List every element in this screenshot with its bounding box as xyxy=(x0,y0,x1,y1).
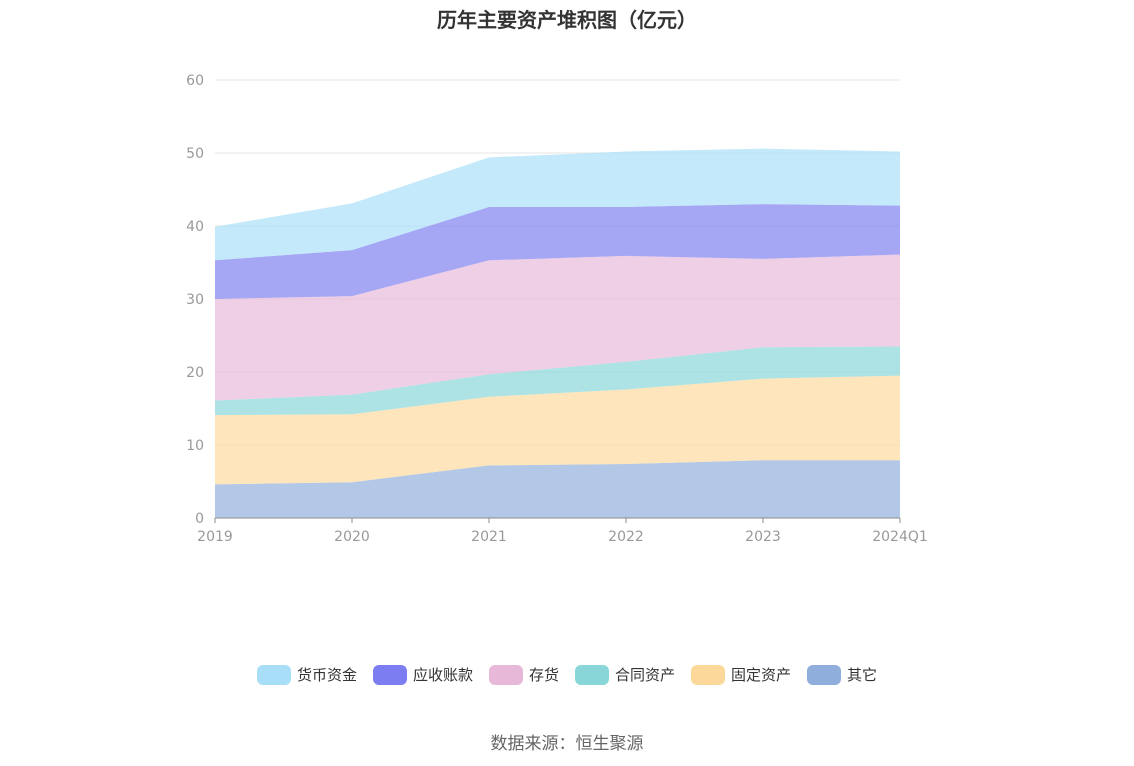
area-series-4 xyxy=(215,204,900,299)
legend-item[interactable]: 固定资产 xyxy=(691,664,791,685)
legend-item[interactable]: 其它 xyxy=(807,664,877,685)
legend-swatch xyxy=(256,664,291,685)
y-tick-label: 40 xyxy=(186,219,204,235)
area-series-2 xyxy=(215,346,900,416)
legend-item[interactable]: 存货 xyxy=(488,664,559,685)
y-tick-label: 50 xyxy=(186,146,204,162)
area-series-3 xyxy=(215,254,900,401)
legend-swatch xyxy=(488,664,523,685)
x-tick-label: 2021 xyxy=(471,529,507,545)
legend-item[interactable]: 货币资金 xyxy=(256,664,357,685)
legend-label: 合同资产 xyxy=(615,666,676,684)
legend-label: 固定资产 xyxy=(731,666,792,684)
legend-item[interactable]: 合同资产 xyxy=(575,664,675,685)
legend-label: 存货 xyxy=(528,666,559,684)
y-tick-label: 0 xyxy=(195,511,204,527)
y-tick-label: 60 xyxy=(186,73,204,89)
data-source-note: 数据来源：恒生聚源 xyxy=(490,734,644,754)
area-series-0 xyxy=(215,460,900,518)
legend-swatch xyxy=(807,664,842,685)
x-tick-label: 2019 xyxy=(197,529,233,545)
legend-label: 其它 xyxy=(847,666,878,684)
area-series-1 xyxy=(215,375,900,485)
x-tick-label: 2022 xyxy=(608,529,644,545)
x-tick-label: 2024Q1 xyxy=(872,529,928,545)
legend-swatch xyxy=(691,664,726,685)
legend-item[interactable]: 应收账款 xyxy=(372,664,473,685)
y-tick-label: 10 xyxy=(186,438,204,454)
x-tick-label: 2020 xyxy=(334,529,370,545)
y-tick-label: 30 xyxy=(186,292,204,308)
area-series-5 xyxy=(215,148,900,261)
legend-swatch xyxy=(372,664,407,685)
chart-legend: 货币资金 应收账款 存货 合同资产 固定资产 其它 xyxy=(0,664,1134,685)
y-tick-label: 20 xyxy=(186,365,204,381)
chart-title: 历年主要资产堆积图（亿元） xyxy=(437,8,697,32)
axes: 0 10 20 30 40 50 60 2019 2020 2021 2022 2023 2024Q1 xyxy=(186,73,928,545)
x-tick-label: 2023 xyxy=(745,529,781,545)
legend-swatch xyxy=(575,664,609,685)
legend-label: 应收账款 xyxy=(412,666,473,684)
legend-label: 货币资金 xyxy=(296,666,357,684)
area-series xyxy=(215,148,900,518)
